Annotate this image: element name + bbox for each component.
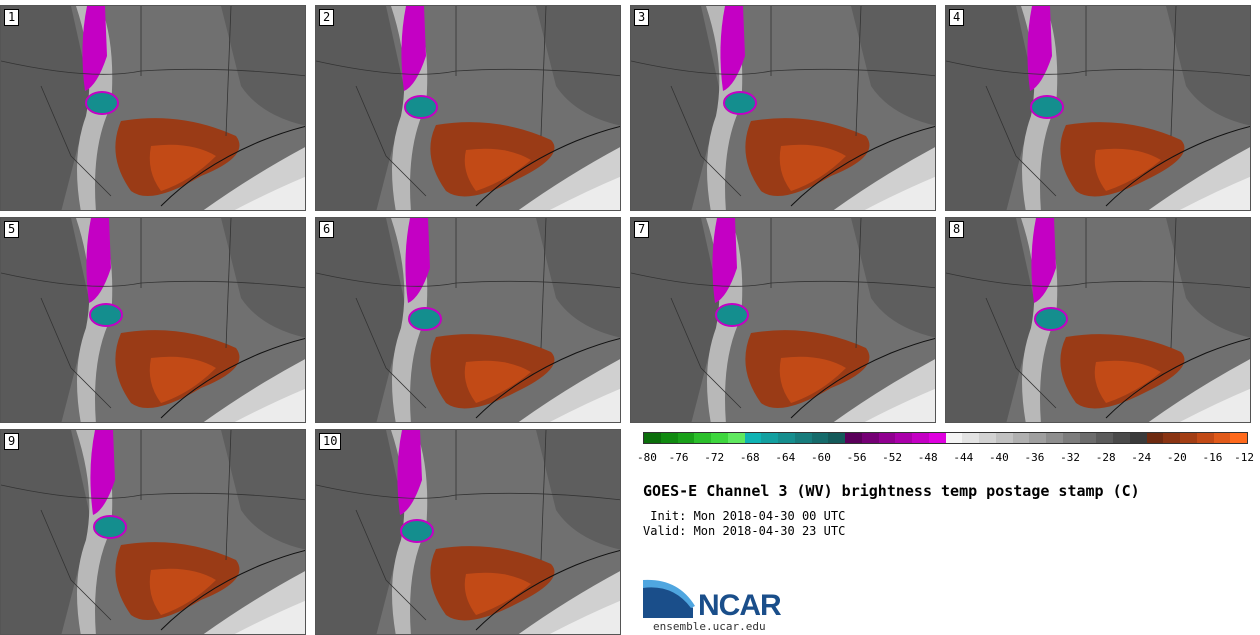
- wv-map: [1, 430, 305, 634]
- colorbar-tick-label: -24: [1131, 451, 1152, 464]
- colorbar-tick-label: -36: [1024, 451, 1045, 464]
- colorbar-swatch: [912, 433, 929, 443]
- wv-map: [1, 218, 305, 422]
- colorbar-swatch: [928, 433, 946, 443]
- panel-8: 8: [945, 217, 1251, 423]
- panel-2: 2: [315, 5, 621, 211]
- wv-map: [316, 6, 620, 210]
- colorbar-swatch: [878, 433, 896, 443]
- colorbar-swatch: [761, 433, 778, 443]
- colorbar-swatch: [694, 433, 711, 443]
- panel-9: 9: [0, 429, 306, 635]
- ncar-logo-text: NCAR: [698, 589, 782, 622]
- colorbar-tick-label: -48: [917, 451, 938, 464]
- colorbar-swatch: [979, 433, 996, 443]
- colorbar-swatch: [1213, 433, 1231, 443]
- colorbar: [643, 432, 1248, 444]
- colorbar-swatch: [845, 433, 862, 443]
- colorbar-tick-label: -72: [704, 451, 725, 464]
- colorbar-swatch: [962, 433, 979, 443]
- colorbar-swatch: [1062, 433, 1080, 443]
- colorbar-swatch: [1113, 433, 1130, 443]
- wv-map: [631, 6, 935, 210]
- panel-number: 3: [634, 9, 650, 26]
- colorbar-swatch: [1079, 433, 1097, 443]
- colorbar-tick-label: -16: [1202, 451, 1223, 464]
- colorbar-swatch: [1196, 433, 1214, 443]
- panel-number: 9: [4, 433, 20, 450]
- wv-map: [316, 430, 620, 634]
- colorbar-swatch: [660, 433, 678, 443]
- panel-number: 7: [634, 221, 650, 238]
- colorbar-tick-label: -68: [739, 451, 760, 464]
- colorbar-tick-label: -76: [668, 451, 689, 464]
- panel-6: 6: [315, 217, 621, 423]
- wv-map: [1, 6, 305, 210]
- colorbar-tick-label: -52: [882, 451, 903, 464]
- colorbar-tick-label: -32: [1060, 451, 1080, 464]
- colorbar-tick-label: -20: [1166, 451, 1187, 464]
- panel-number: 2: [319, 9, 335, 26]
- colorbar-swatch: [945, 433, 963, 443]
- colorbar-swatch: [1180, 433, 1197, 443]
- colorbar-swatch: [1230, 433, 1247, 443]
- colorbar-swatch: [794, 433, 812, 443]
- colorbar-swatch: [1129, 433, 1147, 443]
- ncar-logo-icon: [643, 579, 695, 618]
- colorbar-swatch: [995, 433, 1013, 443]
- colorbar-swatch: [778, 433, 795, 443]
- colorbar-swatch: [744, 433, 762, 443]
- panel-5: 5: [0, 217, 306, 423]
- panel-number: 8: [949, 221, 965, 238]
- panel-7: 7: [630, 217, 936, 423]
- colorbar-swatch: [1096, 433, 1113, 443]
- colorbar-swatch: [1163, 433, 1180, 443]
- colorbar-tick-label: -28: [1095, 451, 1116, 464]
- colorbar-swatch: [861, 433, 879, 443]
- colorbar-tick-label: -12: [1234, 451, 1254, 464]
- panel-4: 4: [945, 5, 1251, 211]
- colorbar-swatch: [644, 433, 661, 443]
- colorbar-swatch: [677, 433, 695, 443]
- panel-number: 4: [949, 9, 965, 26]
- colorbar-tick-label: -60: [811, 451, 831, 464]
- colorbar-swatch: [1029, 433, 1046, 443]
- panel-10: 10: [315, 429, 621, 635]
- colorbar-ticks: -80 -76 -72 -68 -64 -60 -56 -52 -48 -44 -40 -36 -32 -…: [637, 451, 1254, 465]
- colorbar-swatch: [727, 433, 745, 443]
- wv-map: [946, 6, 1250, 210]
- colorbar-tick-label: -40: [988, 451, 1009, 464]
- website-url: ensemble.ucar.edu: [653, 620, 766, 633]
- colorbar-swatch: [711, 433, 728, 443]
- colorbar-swatch: [828, 433, 845, 443]
- colorbar-tick-label: -56: [846, 451, 867, 464]
- colorbar-swatch: [1012, 433, 1030, 443]
- wv-map: [316, 218, 620, 422]
- panel-number: 6: [319, 221, 335, 238]
- wv-map: [631, 218, 935, 422]
- colorbar-swatch: [895, 433, 912, 443]
- wv-map: [946, 218, 1250, 422]
- panel-number: 5: [4, 221, 20, 238]
- init-time: Init: Mon 2018-04-30 00 UTC: [643, 509, 846, 523]
- panel-1: 1: [0, 5, 306, 211]
- colorbar-tick-label: -64: [775, 451, 796, 464]
- colorbar-tick-label: -44: [953, 451, 974, 464]
- colorbar-tick-label: -80: [637, 451, 657, 464]
- figure-title: GOES-E Channel 3 (WV) brightness temp po…: [643, 482, 1140, 500]
- colorbar-swatch: [1046, 433, 1063, 443]
- colorbar-swatch: [811, 433, 829, 443]
- panel-number: 1: [4, 9, 20, 26]
- panel-3: 3: [630, 5, 936, 211]
- valid-time: Valid: Mon 2018-04-30 23 UTC: [643, 524, 846, 538]
- colorbar-swatch: [1146, 433, 1164, 443]
- panel-number: 10: [319, 433, 342, 450]
